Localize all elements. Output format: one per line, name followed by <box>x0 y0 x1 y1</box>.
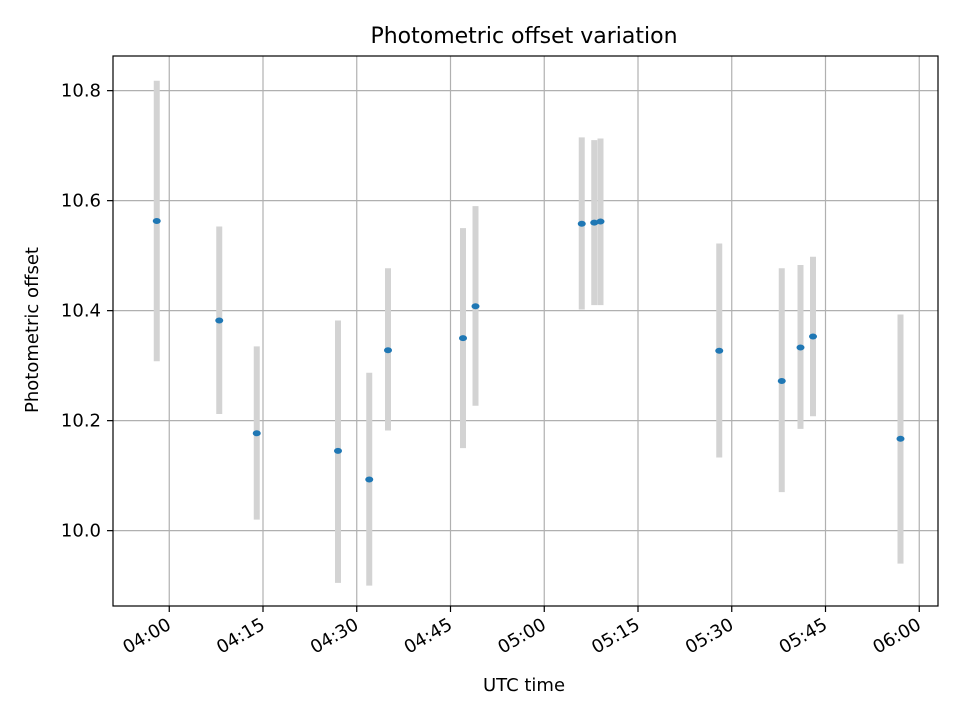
data-point <box>384 347 392 354</box>
data-point <box>777 378 786 385</box>
data-point <box>152 218 161 224</box>
data-point <box>215 317 224 324</box>
data-point <box>334 447 342 454</box>
y-tick-label: 10.6 <box>61 191 101 212</box>
data-point <box>796 344 805 351</box>
data-point <box>252 430 261 437</box>
data-point <box>809 333 817 340</box>
y-tick-label: 10.2 <box>61 411 101 432</box>
chart-title: Photometric offset variation <box>370 24 677 49</box>
data-point <box>590 219 599 226</box>
data-point <box>471 303 480 310</box>
y-tick-label: 10.8 <box>61 81 101 102</box>
data-points <box>152 218 905 483</box>
data-point <box>365 476 374 483</box>
plot-area-frame <box>112 55 939 607</box>
data-point <box>715 347 724 354</box>
data-point <box>459 335 467 342</box>
x-axis-title: UTC time <box>483 675 565 696</box>
data-point <box>577 220 586 227</box>
y-tick-label: 10.0 <box>61 521 101 542</box>
data-point <box>596 218 605 225</box>
y-axis-title: Photometric offset <box>22 247 43 413</box>
y-tick-label: 10.4 <box>61 301 101 322</box>
data-point <box>896 435 905 442</box>
